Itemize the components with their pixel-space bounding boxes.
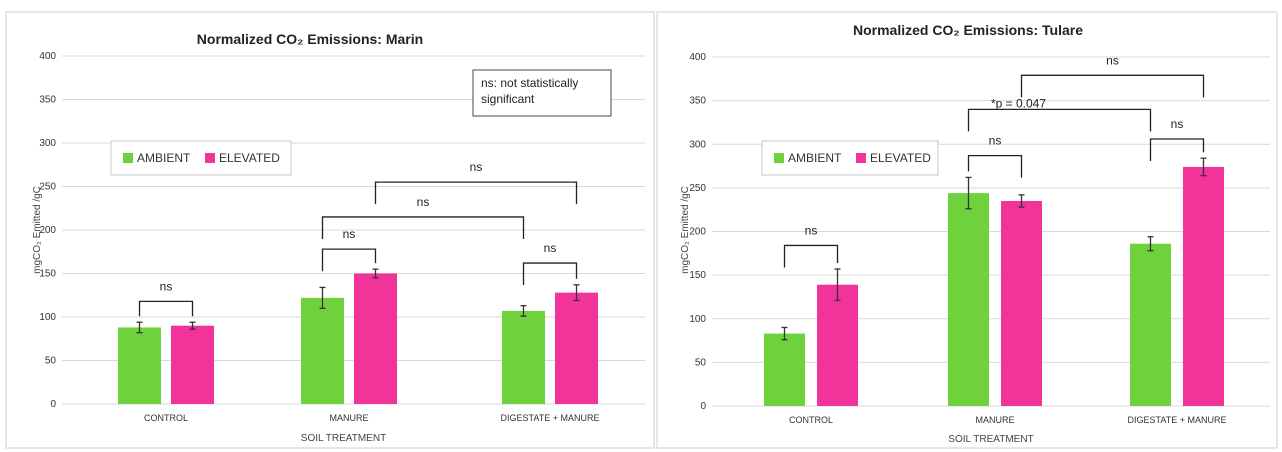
category-label: DIGESTATE + MANURE bbox=[1128, 415, 1227, 425]
y-tick-label: 150 bbox=[689, 270, 706, 281]
y-tick-label: 350 bbox=[689, 96, 706, 107]
legend-frame bbox=[761, 140, 939, 176]
category-label: MANURE bbox=[329, 413, 368, 423]
bar-elevated bbox=[1001, 200, 1042, 406]
significance-bracket bbox=[967, 154, 1023, 178]
significance-label: ns bbox=[160, 279, 173, 293]
bar-ambient bbox=[301, 297, 344, 404]
legend-swatch-elevated bbox=[205, 153, 215, 163]
significance-label: ns bbox=[805, 223, 818, 237]
y-tick-label: 300 bbox=[39, 138, 56, 149]
significance-bracket bbox=[138, 300, 194, 317]
legend-swatch-ambient bbox=[774, 153, 784, 163]
chart-tulare: 0 50 100 150 200 250 300 350 400 Normalized CO₂ E… bbox=[680, 22, 1270, 445]
bar-ambient bbox=[118, 327, 161, 404]
y-tick-label: 150 bbox=[39, 269, 56, 280]
y-tick-label: 400 bbox=[39, 51, 56, 62]
significance-bracket bbox=[1149, 138, 1205, 162]
significance-label: ns bbox=[470, 160, 483, 174]
bar-elevated bbox=[171, 325, 214, 404]
significance-label: *p = 0.047 bbox=[991, 96, 1046, 110]
significance-bracket bbox=[374, 181, 578, 205]
significance-bracket bbox=[783, 244, 839, 268]
category-label: MANURE bbox=[975, 415, 1014, 425]
significance-bracket bbox=[321, 216, 525, 239]
legend-label: ELEVATED bbox=[870, 151, 931, 165]
significance-bracket bbox=[321, 248, 377, 272]
y-axis-label: mgCO₂ Emitted /gC bbox=[32, 186, 43, 274]
category-label: DIGESTATE + MANURE bbox=[501, 413, 600, 423]
legend-label: ELEVATED bbox=[219, 151, 280, 165]
legend-label: AMBIENT bbox=[137, 151, 191, 165]
bar-elevated bbox=[1183, 166, 1224, 406]
note-line: ns: not statistically bbox=[481, 76, 578, 90]
legend: AMBIENT ELEVATED bbox=[110, 140, 292, 176]
bar-ambient bbox=[502, 310, 545, 404]
x-axis-label: SOIL TREATMENT bbox=[948, 434, 1033, 445]
y-tick-label: 100 bbox=[689, 314, 706, 325]
legend-swatch-ambient bbox=[123, 153, 133, 163]
significance-label: ns bbox=[544, 241, 557, 255]
y-tick-label: 300 bbox=[689, 139, 706, 150]
note-line: significant bbox=[481, 92, 535, 106]
x-axis-label: SOIL TREATMENT bbox=[301, 433, 386, 444]
y-tick-label: 200 bbox=[39, 225, 56, 236]
bar-ambient bbox=[764, 333, 805, 406]
y-tick-label: 200 bbox=[689, 227, 706, 238]
y-tick-label: 350 bbox=[39, 95, 56, 106]
note-text: ns: not statistically significant bbox=[481, 76, 578, 106]
chart-title: Normalized CO₂ Emissions: Marin bbox=[197, 31, 423, 47]
y-tick-label: 250 bbox=[39, 182, 56, 193]
significance-label: ns bbox=[1106, 53, 1119, 67]
significance-label: ns bbox=[343, 227, 356, 241]
significance-label: ns bbox=[989, 134, 1002, 148]
significance-label: ns bbox=[417, 195, 430, 209]
y-tick-label: 50 bbox=[45, 356, 57, 367]
chart-title: Normalized CO₂ Emissions: Tulare bbox=[853, 22, 1083, 38]
significance-bracket bbox=[522, 262, 578, 286]
y-tick-label: 50 bbox=[695, 357, 707, 368]
bar-elevated bbox=[555, 292, 598, 404]
legend-label: AMBIENT bbox=[788, 151, 842, 165]
y-tick-label: 100 bbox=[39, 312, 56, 323]
bar-elevated bbox=[354, 273, 397, 404]
y-tick-label: 400 bbox=[689, 52, 706, 63]
bar-ambient bbox=[948, 193, 989, 406]
y-tick-label: 0 bbox=[50, 399, 56, 410]
y-axis-label: mgCO₂ Emitted /gC bbox=[680, 186, 691, 274]
legend: AMBIENT ELEVATED bbox=[761, 140, 939, 176]
bar-elevated bbox=[817, 284, 858, 406]
category-label: CONTROL bbox=[789, 415, 833, 425]
note-box: ns: not statistically significant bbox=[472, 69, 612, 117]
legend-frame bbox=[110, 140, 292, 176]
note-frame bbox=[472, 69, 612, 117]
y-tick-label: 0 bbox=[700, 401, 706, 412]
bar-ambient bbox=[1130, 243, 1171, 406]
y-tick-label: 250 bbox=[689, 183, 706, 194]
significance-bracket bbox=[967, 108, 1152, 132]
significance-bracket bbox=[1020, 74, 1205, 98]
category-label: CONTROL bbox=[144, 413, 188, 423]
legend-swatch-elevated bbox=[856, 153, 866, 163]
significance-label: ns bbox=[1171, 117, 1184, 131]
chart-marin: 0 50 100 150 200 250 300 350 400 Normalized CO₂ E… bbox=[32, 31, 645, 444]
